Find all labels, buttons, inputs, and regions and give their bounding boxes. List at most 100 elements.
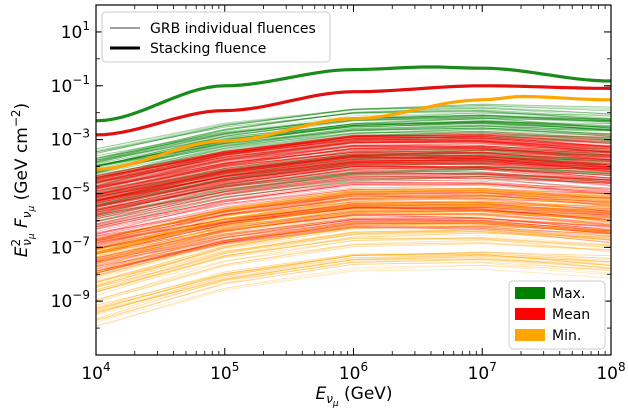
individual-fluence-line <box>96 183 611 226</box>
individual-fluence-line <box>96 149 611 199</box>
individual-fluence-line <box>96 220 611 270</box>
individual-fluence-line <box>96 163 611 210</box>
individual-fluence-line <box>96 138 611 179</box>
individual-fluence-line <box>96 158 611 198</box>
individual-fluence-line <box>96 206 611 250</box>
individual-fluence-line <box>96 268 611 327</box>
individual-fluence-line <box>96 152 611 196</box>
individual-fluence-line <box>96 217 611 277</box>
individual-fluence-line <box>96 155 611 207</box>
individual-fluence-line <box>96 191 611 235</box>
individual-fluence-line <box>96 140 611 188</box>
individual-fluence-line <box>96 170 611 214</box>
individual-fluence-line <box>96 149 611 199</box>
individual-fluence-line <box>96 264 611 328</box>
individual-fluence-line <box>96 145 611 191</box>
individual-fluence-line <box>96 158 611 202</box>
individual-fluence-line <box>96 105 611 150</box>
individual-fluence-line <box>96 192 611 243</box>
individual-fluence-line <box>96 120 611 174</box>
individual-fluence-line <box>96 135 611 181</box>
individual-fluence-line <box>96 149 611 196</box>
individual-fluence-line <box>96 120 611 174</box>
individual-fluence-line <box>96 131 611 186</box>
individual-fluence-line <box>96 159 611 208</box>
individual-fluence-line <box>96 153 611 202</box>
individual-fluence-line <box>96 195 611 234</box>
legend-label-mean: Mean <box>552 307 590 323</box>
individual-fluence-line <box>96 205 611 260</box>
y-tick-label: 101 <box>61 19 90 43</box>
individual-fluence-line <box>96 195 611 252</box>
individual-fluence-line <box>96 143 611 185</box>
individual-fluence-line <box>96 192 611 240</box>
individual-fluence-line <box>96 226 611 283</box>
stacking-line-min <box>96 94 611 171</box>
individual-fluence-line <box>96 133 611 177</box>
individual-fluence-line <box>96 146 611 194</box>
x-tick-label: 106 <box>339 360 368 384</box>
individual-fluence-line <box>96 207 611 249</box>
individual-fluence-line <box>96 214 611 260</box>
individual-fluence-line <box>96 165 611 212</box>
individual-fluence-line <box>96 127 611 177</box>
legend-patch-mean <box>515 308 545 320</box>
individual-fluence-line <box>96 154 611 201</box>
individual-fluence-line <box>96 234 611 293</box>
individual-fluence-line <box>96 149 611 195</box>
individual-fluence-line <box>96 138 611 182</box>
individual-fluence-line <box>96 203 611 253</box>
individual-fluence-line <box>96 206 611 250</box>
individual-fluence-line <box>96 188 611 250</box>
y-label-sub: ν <box>20 239 34 246</box>
individual-fluence-line <box>96 155 611 205</box>
individual-fluence-line <box>96 264 611 322</box>
individual-fluence-line <box>96 241 611 300</box>
individual-fluence-line <box>96 158 611 210</box>
individual-fluence-line <box>96 127 611 168</box>
individual-fluence-line <box>96 187 611 249</box>
individual-fluence-line <box>96 207 611 255</box>
individual-fluence-line <box>96 140 611 178</box>
axis-ticks: 104 105 106 107 108 10−9 10−7 10−5 10−3 10−1 101 <box>51 4 626 384</box>
individual-fluence-line <box>96 109 611 163</box>
individual-fluence-line <box>96 208 611 274</box>
individual-fluence-line <box>96 194 611 255</box>
individual-fluence-line <box>96 148 611 202</box>
individual-fluence-line <box>96 156 611 201</box>
individual-fluence-line <box>96 189 611 254</box>
individual-fluence-line <box>96 166 611 217</box>
individual-fluence-line <box>96 229 611 293</box>
individual-fluence-line <box>96 106 611 154</box>
x-tick-label: 104 <box>81 360 110 384</box>
individual-fluence-line <box>96 136 611 187</box>
individual-fluence-line <box>96 127 611 177</box>
individual-fluence-line <box>96 156 611 198</box>
y-label-mid-sub: ν <box>20 211 34 218</box>
individual-fluence-line <box>96 182 611 235</box>
individual-fluence-line <box>96 175 611 211</box>
individual-fluence-line <box>96 251 611 310</box>
individual-fluence-line <box>96 177 611 215</box>
individual-fluence-line <box>96 204 611 243</box>
individual-fluence-line <box>96 212 611 264</box>
individual-fluence-line <box>96 223 611 277</box>
individual-fluence-line <box>96 133 611 183</box>
individual-fluence-line <box>96 217 611 266</box>
individual-fluence-line <box>96 134 611 184</box>
individual-fluence-line <box>96 223 611 276</box>
individual-fluence-line <box>96 205 611 265</box>
individual-fluence-line <box>96 112 611 161</box>
individual-fluence-line <box>96 195 611 240</box>
individual-fluence-line <box>96 110 611 162</box>
individual-fluence-line <box>96 163 611 199</box>
individual-fluence-line <box>96 146 611 195</box>
individual-fluence-line <box>96 140 611 189</box>
individual-fluence-line <box>96 166 611 213</box>
individual-fluence-line <box>96 144 611 190</box>
individual-fluence-line <box>96 257 611 320</box>
individual-fluence-line <box>96 120 611 172</box>
individual-fluence-line <box>96 140 611 188</box>
individual-fluence-line <box>96 165 611 214</box>
individual-fluence-line <box>96 158 611 206</box>
